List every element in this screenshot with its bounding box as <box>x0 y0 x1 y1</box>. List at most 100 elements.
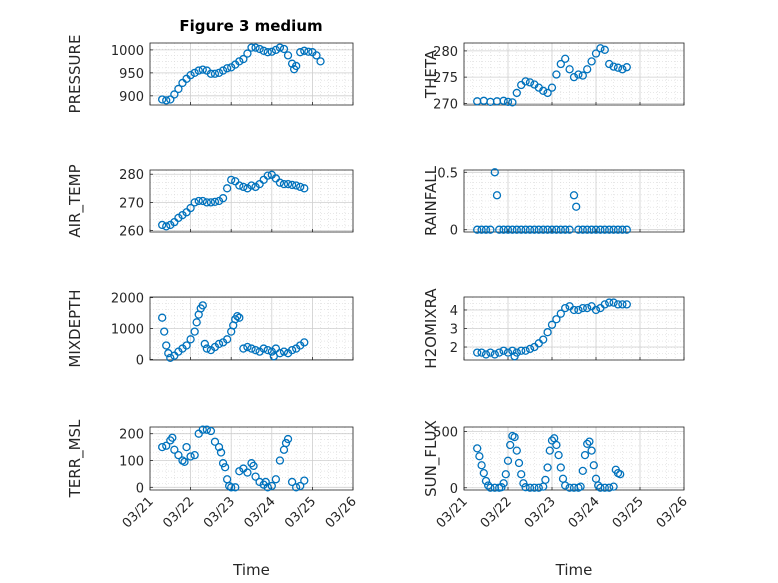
rainfall-point <box>481 225 491 234</box>
sun_flux-point <box>561 481 570 490</box>
terr_msl-point <box>300 476 309 485</box>
air_temp-axes-frame <box>149 169 354 233</box>
air_temp-point <box>198 196 207 206</box>
air_temp-point <box>239 182 248 192</box>
air_temp-ytick-label: 260 <box>119 225 144 240</box>
sun_flux-point <box>545 446 554 455</box>
rainfall-point <box>521 225 530 234</box>
sun_flux-point <box>517 470 526 479</box>
mixdepth-point <box>233 311 242 321</box>
terr_msl-point <box>275 456 285 465</box>
mixdepth-ytick-label: 0 <box>136 353 144 368</box>
xtick-label: 03/25 <box>610 494 647 531</box>
air_temp-point <box>162 222 171 231</box>
air_temp-point <box>210 197 220 206</box>
sun_flux-axes-frame <box>463 426 685 491</box>
terr_msl-point <box>218 459 228 468</box>
xtick-label: 03/25 <box>282 494 319 531</box>
sun_flux-point <box>534 483 543 492</box>
terr_msl-point <box>225 481 234 491</box>
sun_flux-point <box>589 461 598 470</box>
h2omixra-point <box>578 303 587 313</box>
rainfall-point <box>539 225 548 234</box>
rainfall-point <box>552 225 561 234</box>
pressure-ytick-label: 1000 <box>111 44 144 59</box>
rainfall-axes-frame <box>463 169 685 233</box>
pressure-point <box>194 66 203 75</box>
rainfall-point <box>508 225 517 234</box>
rainfall-ytick-label: 0 <box>450 224 458 239</box>
theta-point <box>508 98 517 107</box>
terr_msl-point <box>170 445 179 454</box>
terr_msl-axes-frame <box>149 426 354 491</box>
terr_msl-point <box>220 463 230 472</box>
air_temp-point <box>296 182 305 192</box>
sun_flux-point <box>512 446 521 455</box>
theta-axes-frame <box>463 42 685 106</box>
rainfall-point <box>574 225 583 234</box>
rainfall-point <box>517 225 526 234</box>
air_temp-point <box>158 220 167 230</box>
rainfall-point <box>512 225 521 234</box>
h2omixra-point <box>490 350 499 359</box>
air_temp-point <box>222 184 232 193</box>
theta-point <box>591 49 601 58</box>
theta-point <box>569 73 579 82</box>
air_temp-point <box>292 181 301 190</box>
theta-point <box>609 62 618 71</box>
mixdepth-point <box>158 313 167 322</box>
air_temp-point <box>247 181 256 190</box>
terr_msl-point <box>198 425 207 434</box>
terr_msl-point <box>267 481 276 491</box>
h2omixra-point <box>552 315 561 324</box>
terr_msl-point <box>216 448 226 457</box>
theta-point <box>618 65 627 74</box>
rainfall-point <box>605 225 614 234</box>
sun_flux-point <box>605 483 614 492</box>
xtick-label: 03/23 <box>201 494 238 531</box>
rainfall-point <box>477 225 486 234</box>
h2omixra-point <box>486 348 495 357</box>
rainfall-point <box>596 225 605 234</box>
mixdepth-point <box>162 341 171 350</box>
theta-point <box>587 57 596 66</box>
h2omixra-point <box>521 346 530 355</box>
air_temp-point <box>227 175 236 185</box>
xtick-label: 03/24 <box>566 494 603 531</box>
rainfall-point <box>578 225 587 234</box>
h2omixra-point <box>473 348 482 357</box>
rainfall-point <box>613 225 623 234</box>
pressure-point <box>271 45 281 55</box>
rainfall-point <box>543 225 552 234</box>
theta-point <box>613 63 623 72</box>
theta-point <box>600 45 609 54</box>
air_temp-point <box>279 179 289 189</box>
mixdepth-point <box>251 345 260 355</box>
air_temp-ylabel: AIR_TEMP <box>66 164 85 237</box>
rainfall-point <box>547 225 557 234</box>
rainfall-ytick-label: 0.5 <box>437 166 458 181</box>
air_temp-point <box>300 184 309 193</box>
rainfall-point <box>622 225 631 234</box>
theta-point <box>503 97 513 106</box>
rainfall-point <box>486 225 495 234</box>
air_temp-point <box>194 196 203 206</box>
h2omixra-point <box>525 344 535 354</box>
rainfall-point <box>569 191 579 200</box>
rainfall-point <box>490 168 499 177</box>
h2omixra-ylabel: H2OMIXRA <box>422 288 440 369</box>
sun_flux-point <box>503 456 513 465</box>
terr_msl-point <box>168 433 177 442</box>
sun_flux-point <box>473 444 482 453</box>
h2omixra-point <box>618 300 627 309</box>
pressure-point <box>312 51 321 60</box>
pressure-point <box>247 43 256 52</box>
terr_msl-ytick-label: 200 <box>119 428 144 443</box>
terr_msl-ytick-label: 100 <box>119 455 144 470</box>
pressure-point <box>198 65 207 74</box>
terr_msl-point <box>281 438 291 448</box>
h2omixra-point <box>512 348 521 357</box>
pressure-point <box>174 84 183 94</box>
